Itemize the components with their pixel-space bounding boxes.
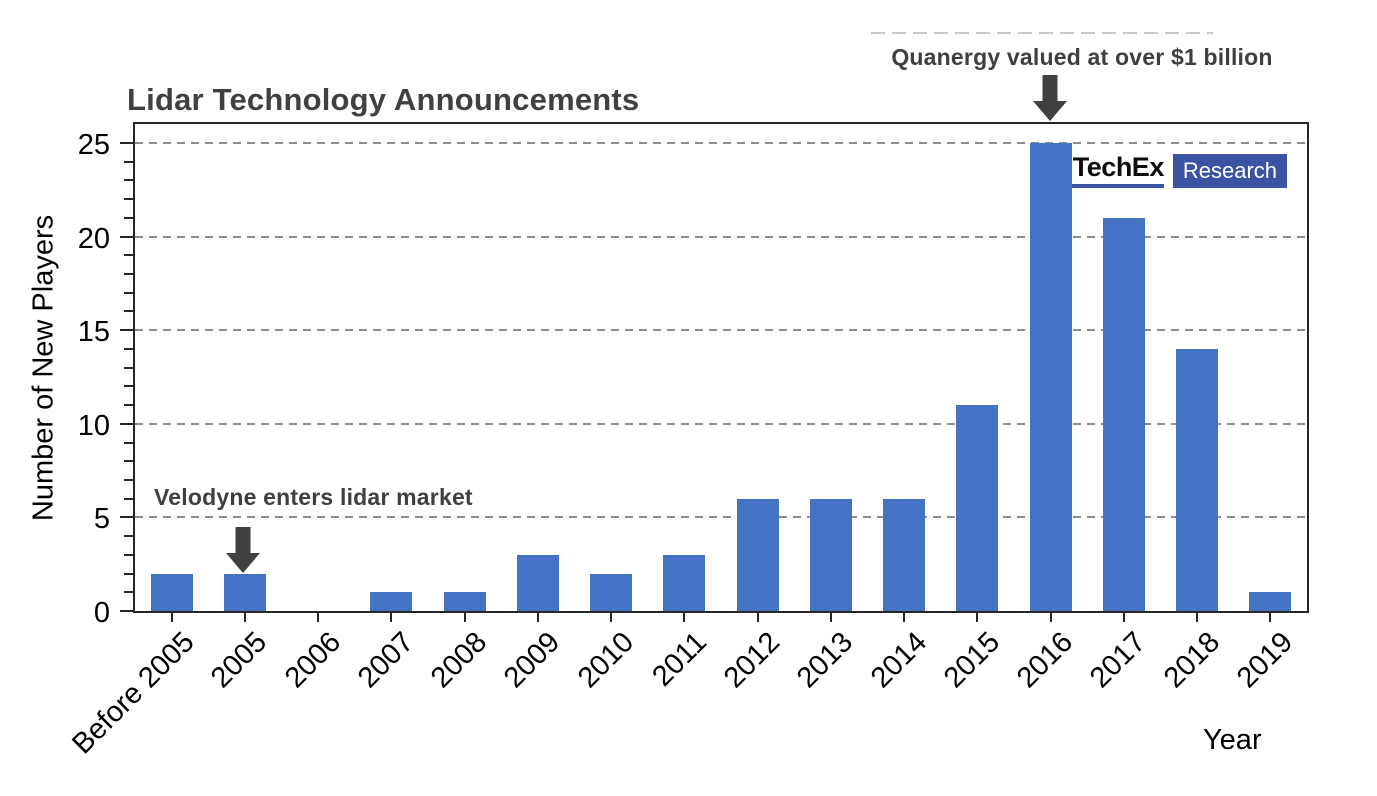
quanergy-down-arrow-icon [1033, 75, 1067, 121]
x-tick-15 [1269, 613, 1272, 622]
x-tick-label-text: 2019 [1230, 626, 1300, 695]
y-major-tick-25 [120, 142, 133, 144]
x-tick-label-text: 2014 [864, 626, 933, 695]
x-tick-label-text: 2016 [1011, 626, 1080, 695]
velodyne-down-arrow-icon [226, 527, 260, 573]
y-minor-tick-24 [124, 160, 133, 163]
y-minor-tick-1 [124, 591, 133, 594]
bar-2011 [663, 554, 706, 611]
y-minor-tick-8 [124, 460, 133, 463]
x-tick-2 [317, 613, 320, 622]
y-minor-tick-7 [124, 478, 133, 481]
x-tick-label-text: 2015 [937, 626, 1007, 695]
bar-2008 [443, 592, 486, 611]
bar-2005 [223, 573, 266, 611]
x-tick-8 [756, 613, 759, 622]
x-tick-5 [536, 613, 539, 622]
x-tick-7 [683, 613, 686, 622]
gridline-20 [135, 235, 1307, 238]
y-tick-label-20: 20 [77, 222, 110, 255]
bar-2009 [516, 554, 559, 611]
y-minor-tick-13 [124, 366, 133, 369]
y-tick-label-5: 5 [93, 503, 110, 536]
bar-2016 [1029, 143, 1072, 611]
y-minor-tick-17 [124, 291, 133, 294]
x-tick-label-text: 2006 [278, 626, 347, 695]
y-major-tick-5 [120, 516, 133, 519]
gridline-15 [135, 329, 1307, 332]
x-tick-0 [170, 613, 173, 622]
gridline-10 [135, 422, 1307, 425]
plot-area: IDTechEx Research [120, 122, 1309, 613]
x-tick-label-text: 2008 [425, 626, 494, 695]
y-minor-tick-2 [124, 572, 133, 575]
logo-underline [1046, 184, 1164, 188]
y-minor-tick-12 [124, 385, 133, 388]
x-tick-label-text: 2011 [646, 626, 714, 693]
x-tick-label-text: 2013 [791, 626, 860, 695]
bar-2014 [883, 498, 926, 611]
x-tick-3 [390, 613, 393, 622]
annotation-quanergy: Quanergy valued at over $1 billion [891, 44, 1273, 70]
annotation-velodyne: Velodyne enters lidar market [154, 484, 473, 510]
bar-2017 [1102, 217, 1145, 611]
bar-2018 [1176, 348, 1219, 611]
gridline-25 [135, 142, 1307, 144]
x-tick-9 [829, 613, 832, 622]
bar-before-2005 [150, 573, 193, 611]
y-major-tick-20 [120, 235, 133, 238]
bar-2007 [370, 592, 413, 611]
x-tick-10 [903, 613, 906, 622]
y-minor-tick-19 [124, 254, 133, 257]
x-tick-13 [1122, 613, 1125, 622]
y-minor-tick-18 [124, 273, 133, 276]
artifact-dashed-line [871, 32, 1213, 34]
bar-2010 [590, 573, 633, 611]
x-tick-11 [976, 613, 979, 622]
y-minor-tick-23 [124, 179, 133, 182]
y-minor-tick-6 [124, 497, 133, 500]
chart-title: Lidar Technology Announcements [127, 82, 640, 117]
x-tick-label-text: 2010 [571, 626, 640, 695]
y-minor-tick-16 [124, 310, 133, 313]
bar-2013 [809, 498, 852, 611]
x-tick-14 [1196, 613, 1199, 622]
y-minor-tick-11 [124, 404, 133, 407]
x-tick-label-text: Before 2005 [65, 626, 201, 761]
y-major-tick-15 [120, 329, 133, 332]
y-major-tick-0 [120, 610, 133, 612]
y-axis-title: Number of New Players [27, 214, 60, 522]
x-tick-12 [1049, 613, 1052, 622]
y-tick-label-10: 10 [77, 409, 110, 442]
gridline-5 [135, 516, 1307, 519]
x-tick-1 [243, 613, 246, 622]
y-minor-tick-21 [124, 216, 133, 219]
x-tick-label-text: 2017 [1084, 626, 1153, 695]
logo-research-badge: Research [1172, 154, 1287, 188]
bar-2015 [956, 405, 999, 611]
x-tick-label-text: 2007 [351, 626, 421, 695]
x-tick-label-text: 2018 [1157, 626, 1226, 695]
bar-2012 [736, 498, 779, 611]
x-tick-label-text: 2012 [718, 626, 787, 695]
x-tick-label-text: 2005 [205, 626, 274, 695]
idtechex-logo: IDTechEx Research [1046, 154, 1287, 188]
x-tick-6 [610, 613, 613, 622]
y-major-tick-10 [120, 422, 133, 425]
y-minor-tick-4 [124, 535, 133, 538]
y-minor-tick-3 [124, 553, 133, 556]
x-tick-4 [463, 613, 466, 622]
y-minor-tick-9 [124, 441, 133, 444]
y-minor-tick-22 [124, 198, 133, 201]
y-minor-tick-14 [124, 347, 133, 350]
y-tick-label-15: 15 [77, 316, 110, 349]
x-tick-label-text: 2009 [498, 626, 567, 695]
bar-2019 [1249, 592, 1292, 611]
y-tick-label-25: 25 [77, 129, 110, 161]
y-tick-label-0: 0 [93, 597, 110, 629]
x-axis-title: Year [1203, 724, 1262, 756]
